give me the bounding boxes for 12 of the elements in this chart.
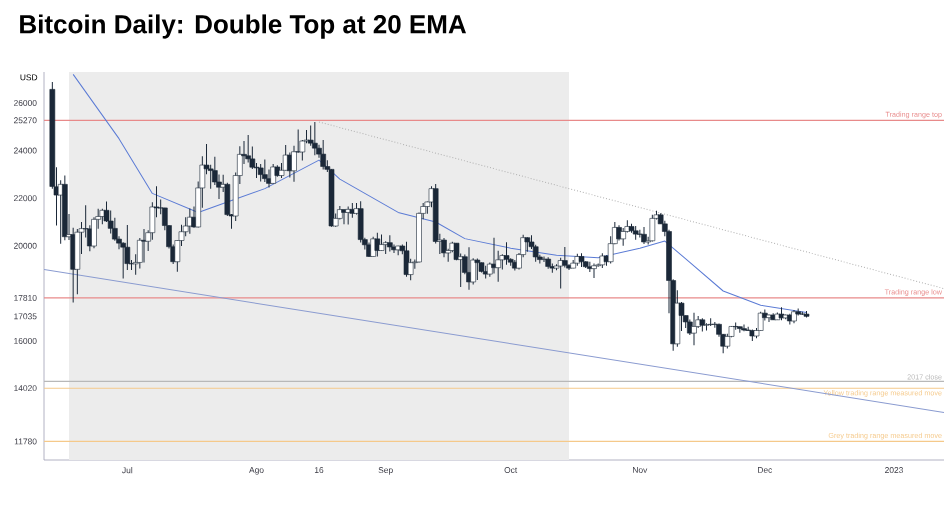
candlestick xyxy=(91,216,97,249)
candlestick xyxy=(312,121,318,156)
candlestick xyxy=(112,217,118,242)
candlestick xyxy=(732,321,739,331)
line-series xyxy=(72,73,807,313)
candlestick xyxy=(441,237,447,258)
candlestick xyxy=(137,237,143,269)
candlestick xyxy=(649,214,656,242)
candlestick xyxy=(107,210,114,234)
candlestick xyxy=(224,182,231,217)
chart-title: Bitcoin Daily: Double Top at 20 EMA xyxy=(20,14,467,39)
candlestick xyxy=(74,228,81,295)
